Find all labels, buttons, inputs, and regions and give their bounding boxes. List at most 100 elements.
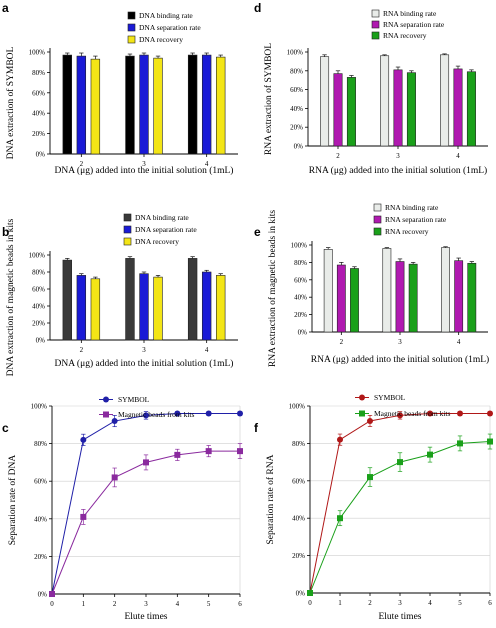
bar [346,77,356,147]
bar [395,261,405,333]
legend-swatch [123,213,132,222]
y-tick-label: 20% [34,553,47,561]
y-tick-label: 20% [294,311,307,319]
x-tick-label: 2 [113,600,117,608]
legend-swatch [123,225,132,234]
bar [453,68,463,147]
x-tick-label: 3 [142,346,146,354]
data-point [337,436,343,443]
legend-swatch [127,35,136,44]
bar [408,263,418,333]
data-point [397,412,403,419]
x-tick-label: 1 [82,600,86,608]
bar [90,58,101,155]
data-point [367,417,373,424]
legend-swatch [127,11,136,20]
x-tick-label: 2 [80,346,84,354]
y-axis-title: DNA extraction of magnetic beads in kits [5,218,16,376]
y-tick-label: 60% [34,478,47,486]
data-point [111,418,118,425]
y-axis-title: DNA extraction of SYMBOL [5,46,16,159]
x-tick-label: 4 [428,599,432,607]
legend-entry: SYMBOL [118,395,150,404]
y-tick-label: 60% [290,86,303,94]
data-point [367,474,373,481]
data-point [174,451,181,458]
bar [187,258,198,341]
legend-entry: RNA recovery [383,31,427,40]
panel-letter: c [2,421,9,435]
x-axis-title: DNA (μg) added into the initial solution… [55,358,234,369]
bar [441,247,450,333]
y-tick-label: 80% [292,440,305,448]
legend-marker [103,396,109,403]
y-tick-label: 0% [296,590,306,598]
data-point [80,513,87,520]
y-tick-label: 100% [29,252,46,260]
bar [406,72,416,147]
x-axis-title: DNA (μg) added into the initial solution… [55,165,234,176]
data-point [111,474,118,481]
y-tick-label: 0% [38,591,48,599]
legend-entry: DNA binding rate [135,213,189,222]
y-tick-label: 100% [289,403,306,411]
legend-swatch [127,23,136,32]
bar [139,54,149,155]
x-tick-label: 1 [338,599,342,607]
x-tick-label: 2 [368,599,372,607]
legend-entry: SYMBOL [374,393,406,402]
y-tick-label: 80% [34,440,47,448]
y-tick-label: 60% [292,477,305,485]
y-tick-label: 40% [290,105,303,113]
series-line [51,413,240,595]
series-line [51,450,240,595]
legend-entry: RNA binding rate [383,9,437,18]
bar [467,262,477,333]
data-point [80,436,87,443]
y-tick-label: 100% [291,242,308,250]
data-point [237,448,243,455]
y-tick-label: 60% [294,276,307,284]
data-point [427,451,433,458]
y-tick-label: 60% [32,89,45,97]
data-point [143,459,149,466]
x-axis-title: RNA (μg) added into the initial solution… [309,165,487,176]
y-axis-title: Separation rate of DNA [7,455,18,546]
x-tick-label: 4 [205,160,209,168]
legend-entry: Magnetic beads from kits [374,409,451,418]
x-tick-label: 2 [80,160,84,168]
legend-swatch [371,31,380,40]
bar [382,248,392,333]
y-tick-label: 80% [294,259,307,267]
bar [393,69,403,147]
panel-letter: e [254,225,261,239]
legend-swatch [373,203,382,212]
x-tick-label: 0 [308,599,312,607]
panel-d: d 0% 20% 40% 60% 80% 100% RNA extraction of SYM… [254,1,488,176]
panel-b: b 0% 20% 40% 60% 80% 100% DNA extraction of mag… [2,213,238,376]
legend-entry: DNA separation rate [139,23,201,32]
bar [76,55,87,155]
bar [320,56,330,147]
y-tick-label: 20% [290,124,303,132]
legend-entry: RNA separation rate [385,215,447,224]
y-axis-title: RNA extraction of SYMBOL [263,43,274,155]
bar [466,71,476,147]
legend-swatch [373,227,382,236]
data-point [457,440,463,447]
x-tick-label: 3 [142,160,146,168]
x-tick-label: 5 [458,599,462,607]
x-tick-label: 3 [396,152,400,160]
y-tick-label: 40% [32,303,45,311]
y-tick-label: 80% [32,269,45,277]
data-point [337,515,343,522]
data-point [307,590,313,596]
y-tick-label: 0% [294,143,304,151]
data-point [174,410,181,417]
legend-entry: RNA separation rate [383,20,445,29]
bar [216,56,226,155]
data-point [205,410,212,417]
data-point [457,410,463,417]
y-tick-label: 40% [294,294,307,302]
x-tick-label: 4 [205,346,209,354]
